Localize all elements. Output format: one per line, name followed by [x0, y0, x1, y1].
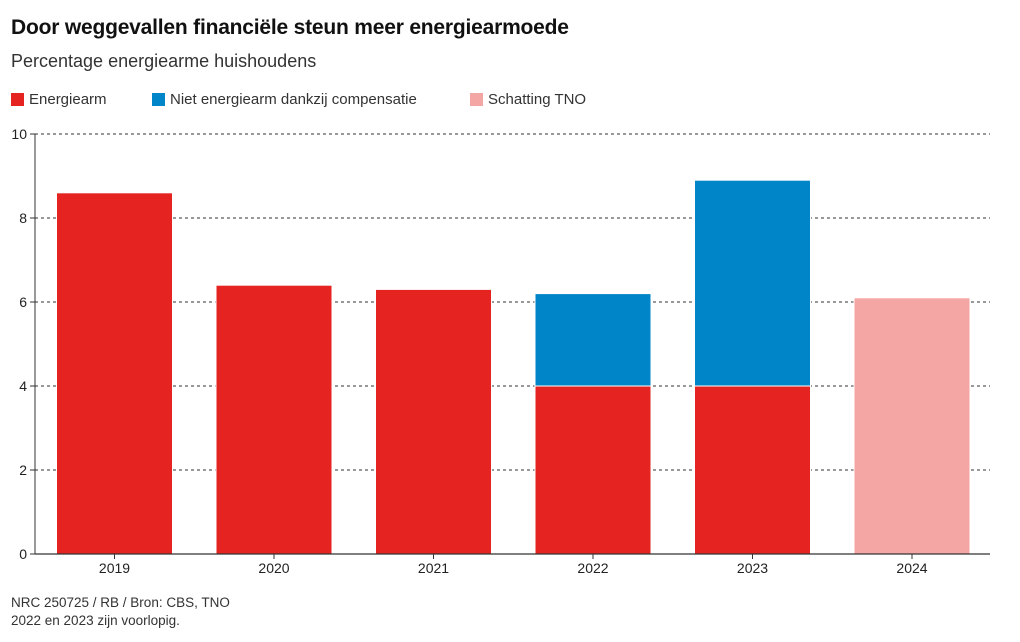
y-tick-label-8: 8 — [19, 210, 27, 226]
gridlines — [35, 133, 990, 471]
x-tick-label-2019: 2019 — [99, 560, 130, 576]
bar-2021-series-0 — [375, 288, 492, 555]
legend-swatch-energiearm — [11, 93, 24, 106]
legend-item-energiearm: Energiearm — [11, 91, 107, 108]
legend-label-schatting-tno: Schatting TNO — [488, 91, 587, 108]
axes — [30, 133, 990, 559]
legend-swatch-schatting-tno — [470, 93, 483, 106]
legend-label-compensatie: Niet energiearm dankzij compensatie — [170, 91, 417, 108]
bar-2020-series-0 — [215, 284, 333, 555]
legend-item-compensatie: Niet energiearm dankzij compensatie — [152, 91, 417, 108]
bar-2022-series-1 — [534, 293, 652, 387]
legend-swatch-compensatie — [152, 93, 165, 106]
y-tick-label-10: 10 — [11, 126, 27, 142]
y-tick-label-2: 2 — [19, 462, 27, 478]
source-note: NRC 250725 / RB / Bron: CBS, TNO — [11, 595, 230, 610]
preliminary-note: 2022 en 2023 zijn voorlopig. — [11, 613, 180, 628]
legend: Energiearm Niet energiearm dankzij compe… — [11, 91, 1011, 111]
y-tick-labels: 0 2 4 6 8 10 — [11, 126, 27, 562]
legend-label-energiearm: Energiearm — [29, 91, 107, 108]
bar-2019-series-0 — [56, 192, 173, 555]
bar-2023-series-1 — [694, 179, 811, 387]
y-tick-label-6: 6 — [19, 294, 27, 310]
chart-title: Door weggevallen financiële steun meer e… — [11, 16, 569, 39]
x-tick-labels: 2019 2020 2021 2022 2023 2024 — [99, 560, 928, 576]
bars — [56, 179, 971, 555]
bar-2022-series-0 — [534, 385, 652, 555]
x-tick-label-2022: 2022 — [577, 560, 608, 576]
bar-2023-series-0 — [694, 385, 811, 555]
x-tick-label-2020: 2020 — [258, 560, 289, 576]
bar-2024-series-2 — [853, 297, 971, 555]
legend-item-schatting-tno: Schatting TNO — [470, 91, 586, 108]
chart-subtitle: Percentage energiearme huishoudens — [11, 51, 317, 71]
y-tick-label-0: 0 — [19, 546, 27, 562]
x-tick-label-2023: 2023 — [737, 560, 768, 576]
x-tick-label-2024: 2024 — [896, 560, 927, 576]
x-tick-label-2021: 2021 — [418, 560, 449, 576]
y-tick-label-4: 4 — [19, 378, 27, 394]
